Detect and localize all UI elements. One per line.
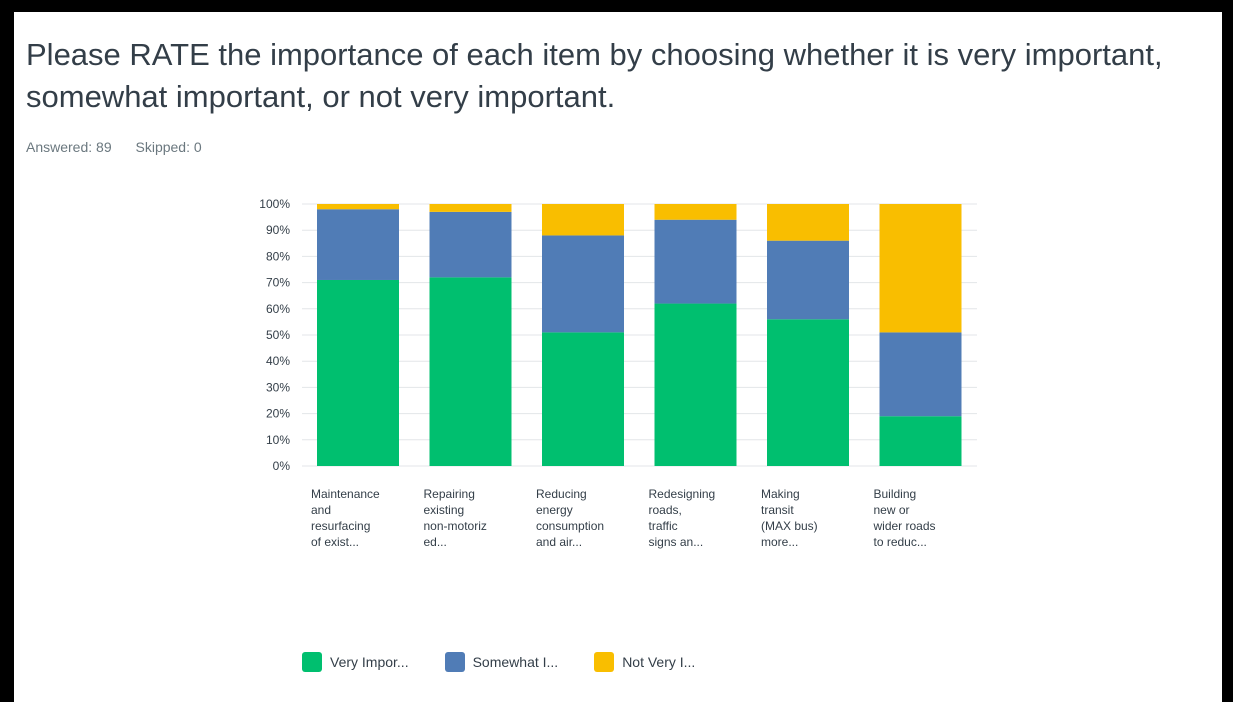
legend-swatch-somewhat-important [444,652,465,672]
bar-segment [767,204,849,241]
chart-legend: Very Impor... Somewhat I... Not Very I..… [302,652,695,672]
x-tick-label: traffic [649,519,678,533]
response-stats: Answered: 89 Skipped: 0 [26,139,222,155]
x-tick-label: consumption [536,519,604,533]
bar-segment [879,416,962,466]
x-tick-label: of exist... [311,535,359,549]
bar-segment [767,319,849,466]
x-tick-label: Repairing [424,487,475,501]
y-tick-label: 70% [266,276,290,290]
legend-swatch-not-very-important [594,652,615,672]
legend-swatch-very-important [302,652,322,672]
x-tick-label: Maintenance [311,487,380,501]
bar-segment [317,209,399,280]
x-tick-label: transit [761,503,794,517]
question-title: Please RATE the importance of each item … [26,37,1163,114]
stacked-bar-chart: 0% 10% 20% 30% 40% 50% 60% 70% 80% 90% 100% Mainten… [259,197,977,549]
y-tick-label: 20% [266,407,290,421]
x-tick-label: new or [874,503,910,517]
bar-segment [542,332,624,466]
x-tick-label: Reducing [536,487,587,501]
x-tick-label: and [311,503,331,517]
bar-segment [879,332,962,417]
x-tick-label: resurfacing [311,519,370,533]
x-tick-label: Redesigning [649,487,716,501]
y-tick-label: 0% [273,459,291,473]
y-tick-label: 50% [266,328,290,342]
x-tick-label: Building [874,487,917,501]
legend-item-not-very-important[interactable]: Not Very I... [594,652,695,672]
x-tick-label: ed... [424,535,447,549]
bar-segment [317,279,399,466]
answered-count: Answered: 89 [26,139,112,155]
x-tick-label: non-motoriz [424,519,487,533]
y-tick-label: 90% [266,223,290,237]
y-tick-label: 60% [266,302,290,316]
survey-question-panel: Please RATE the importance of each item … [14,12,1222,702]
bar-segment [654,204,737,220]
x-tick-label: signs an... [649,535,704,549]
x-tick-label: and air... [536,535,582,549]
legend-label-very-important: Very Impor... [330,654,409,670]
legend-item-somewhat-important[interactable]: Somewhat I... [444,652,559,672]
bar-segment [429,211,512,278]
legend-item-very-important[interactable]: Very Impor... [302,652,409,672]
x-tick-label: roads, [649,503,682,517]
legend-label-somewhat-important: Somewhat I... [472,654,559,670]
bar-segment [542,204,624,236]
x-tick-label: to reduc... [874,535,927,549]
bar-segment [429,204,512,212]
bar-segment [654,219,737,304]
x-tick-label: existing [424,503,465,517]
bar-segment [767,240,849,320]
x-tick-label: (MAX bus) [761,519,818,533]
y-tick-label: 40% [266,354,290,368]
x-tick-label: more... [761,535,798,549]
bar-segment [654,303,737,466]
x-tick-label: wider roads [873,519,936,533]
y-tick-label: 100% [259,197,290,211]
skipped-count: Skipped: 0 [135,139,202,155]
x-tick-label: energy [536,503,573,517]
y-tick-label: 30% [266,380,290,394]
x-tick-label: Making [761,487,800,501]
bar-segment [542,235,624,333]
y-tick-label: 10% [266,433,290,447]
bar-segment [879,204,962,333]
bar-segment [317,204,399,210]
legend-label-not-very-important: Not Very I... [622,654,696,670]
bar-segment [429,277,512,466]
y-tick-label: 80% [266,249,290,263]
